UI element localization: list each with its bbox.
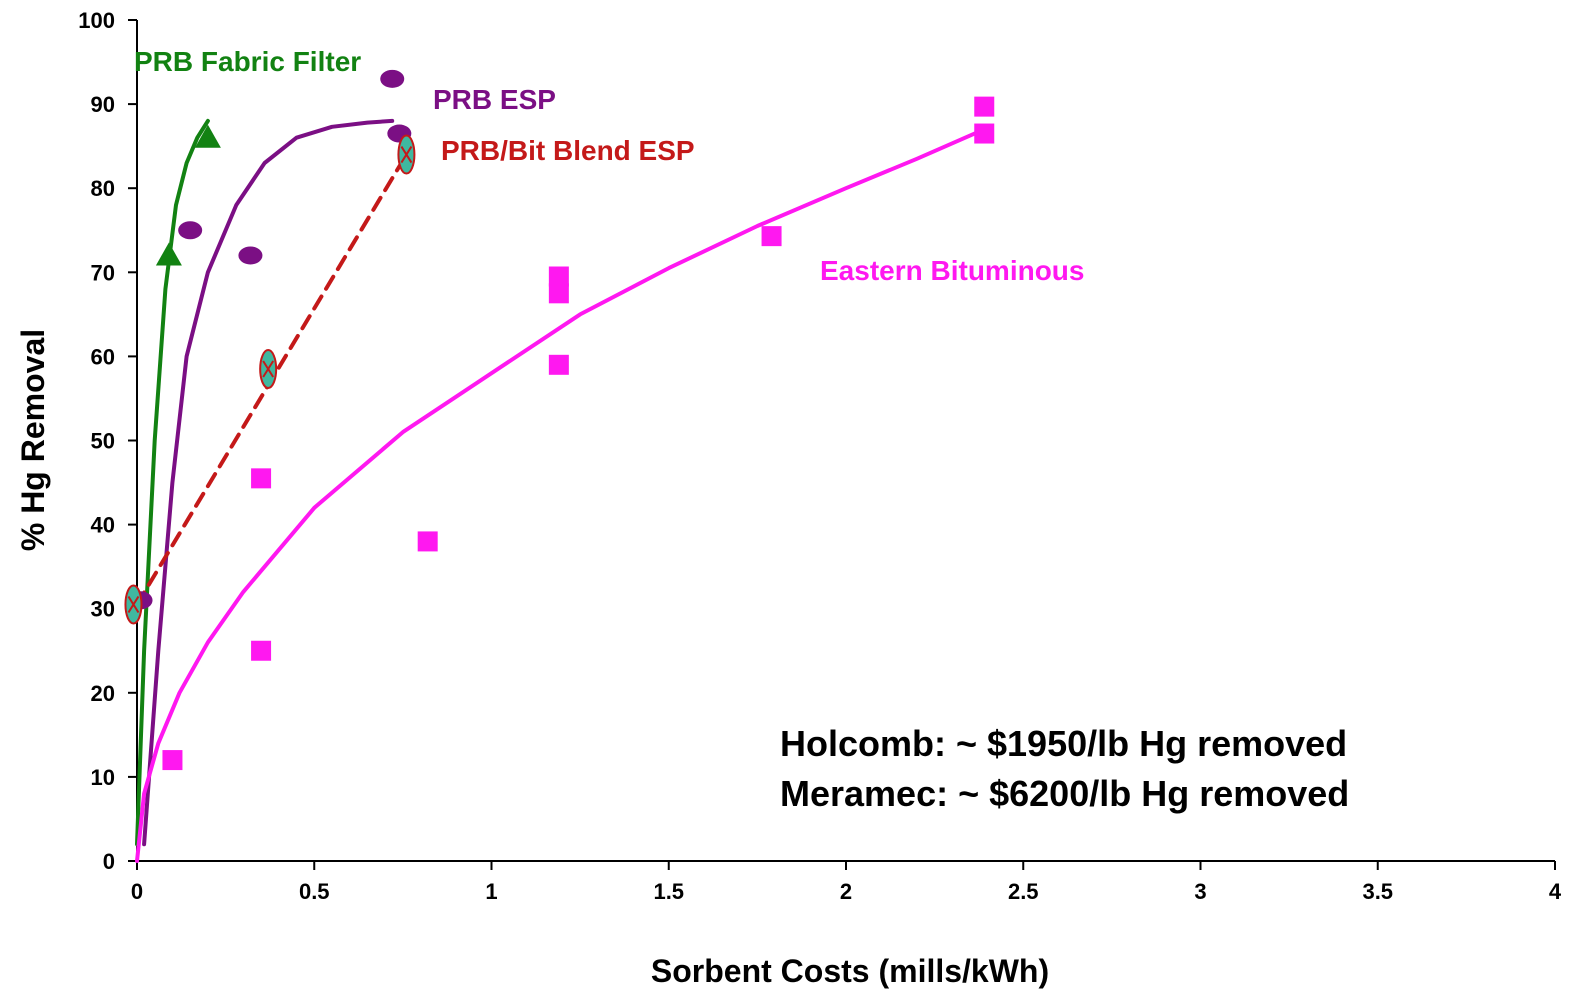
annotation-holcomb: Holcomb: ~ $1950/lb Hg removed bbox=[780, 723, 1347, 764]
point-eastern-bituminous bbox=[417, 531, 438, 552]
point-prb-esp bbox=[380, 69, 405, 88]
x-tick-label: 3.5 bbox=[1362, 879, 1393, 904]
y-ticks: 0 10 20 30 40 50 60 70 80 90 100 bbox=[78, 8, 137, 874]
axes: 0 0.5 1 1.5 2 2.5 3 3.5 4 0 10 20 30 40 50 60 70 80 90 100 bbox=[78, 8, 1562, 904]
y-tick-label: 0 bbox=[103, 849, 115, 874]
y-tick-label: 70 bbox=[91, 260, 115, 285]
y-tick-label: 60 bbox=[91, 344, 115, 369]
y-axis-title: % Hg Removal bbox=[15, 329, 51, 551]
point-eastern-bituminous bbox=[974, 96, 995, 117]
series-labels: PRB Fabric Filter PRB ESP PRB/Bit Blend … bbox=[134, 46, 1084, 286]
x-ticks: 0 0.5 1 1.5 2 2.5 3 3.5 4 bbox=[131, 861, 1562, 904]
y-tick-label: 100 bbox=[78, 8, 115, 33]
point-eastern-bituminous bbox=[251, 468, 272, 489]
y-tick-label: 40 bbox=[91, 513, 115, 538]
x-tick-label: 4 bbox=[1549, 879, 1562, 904]
x-tick-label: 2.5 bbox=[1008, 879, 1039, 904]
y-tick-label: 10 bbox=[91, 765, 115, 790]
point-eastern-bituminous bbox=[548, 354, 569, 375]
fit-line-eastern-bituminous bbox=[135, 127, 987, 863]
x-tick-label: 0.5 bbox=[299, 879, 330, 904]
series-label-eastern-bituminous: Eastern Bituminous bbox=[820, 255, 1084, 286]
x-tick-label: 2 bbox=[840, 879, 852, 904]
point-prb-bit-blend-esp bbox=[124, 584, 143, 625]
x-tick-label: 3 bbox=[1194, 879, 1206, 904]
series-label-prb-esp: PRB ESP bbox=[433, 84, 556, 115]
y-tick-label: 50 bbox=[91, 429, 115, 454]
series-label-prb-bit-blend-esp: PRB/Bit Blend ESP bbox=[441, 135, 695, 166]
point-eastern-bituminous bbox=[548, 266, 569, 287]
point-prb-fabric-filter bbox=[155, 242, 182, 266]
point-eastern-bituminous bbox=[251, 640, 272, 661]
point-eastern-bituminous bbox=[974, 123, 995, 144]
point-prb-esp bbox=[178, 221, 203, 240]
point-prb-bit-blend-esp bbox=[397, 134, 416, 175]
markers bbox=[124, 69, 995, 771]
point-eastern-bituminous bbox=[761, 226, 782, 247]
point-prb-bit-blend-esp bbox=[259, 349, 278, 390]
x-tick-label: 1.5 bbox=[653, 879, 684, 904]
point-eastern-bituminous bbox=[162, 750, 183, 771]
y-tick-label: 20 bbox=[91, 681, 115, 706]
y-tick-label: 80 bbox=[91, 176, 115, 201]
point-eastern-bituminous bbox=[548, 283, 569, 304]
annotation-meramec: Meramec: ~ $6200/lb Hg removed bbox=[780, 773, 1349, 814]
x-tick-label: 0 bbox=[131, 879, 143, 904]
x-axis-title: Sorbent Costs (mills/kWh) bbox=[651, 953, 1049, 989]
y-tick-label: 30 bbox=[91, 597, 115, 622]
point-prb-esp bbox=[238, 246, 263, 265]
fit-line-prb-esp bbox=[142, 118, 395, 847]
point-prb-fabric-filter bbox=[194, 124, 221, 148]
y-tick-label: 90 bbox=[91, 92, 115, 117]
x-tick-label: 1 bbox=[485, 879, 497, 904]
series-label-prb-fabric-filter: PRB Fabric Filter bbox=[134, 46, 361, 77]
